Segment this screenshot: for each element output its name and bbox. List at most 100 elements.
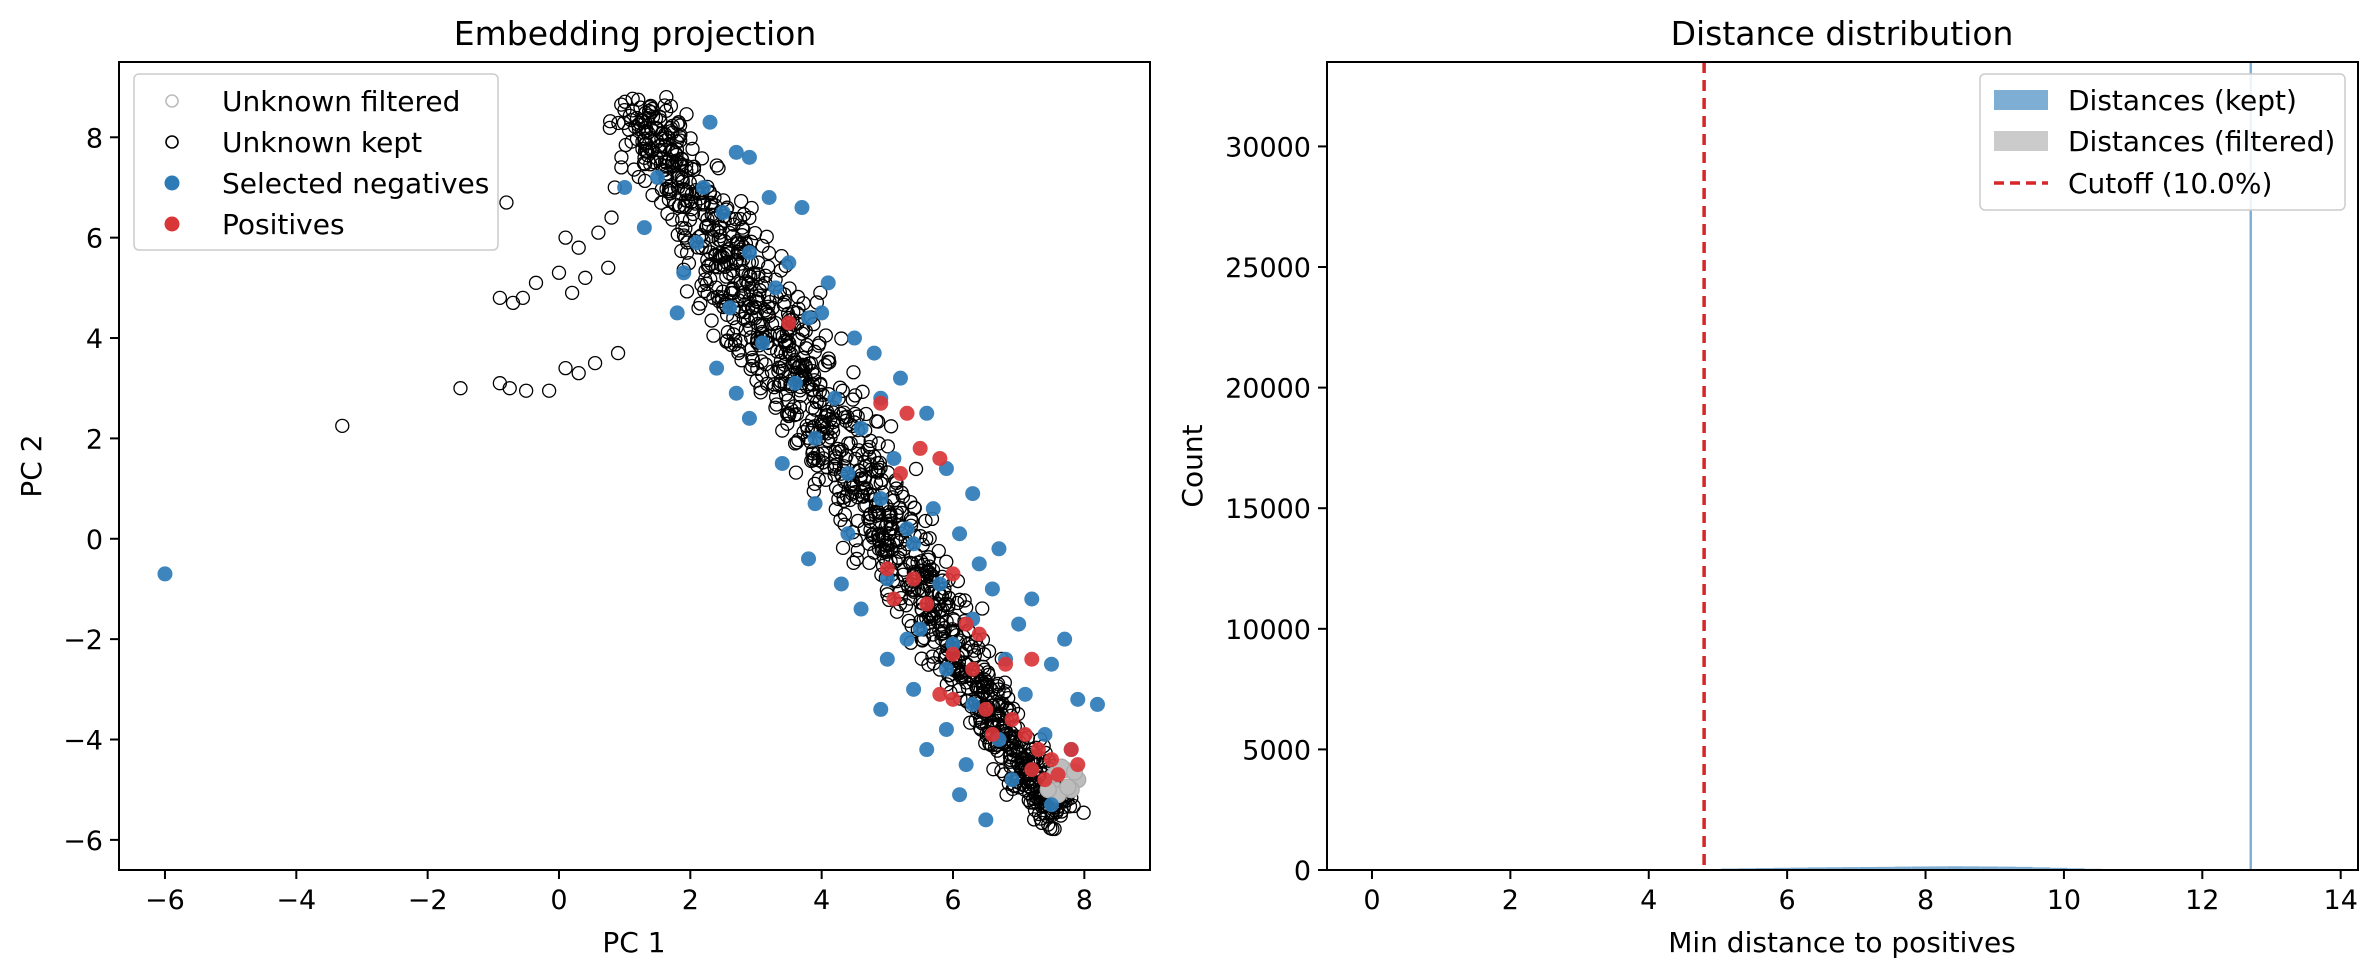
point-positive (1050, 767, 1066, 783)
point-unknown-kept (502, 381, 517, 396)
point-unknown-kept (709, 158, 724, 173)
point-unknown-kept (974, 688, 989, 703)
point-unknown-kept (515, 290, 531, 306)
point-unknown-kept (764, 364, 779, 379)
point-selected-negative (702, 114, 718, 130)
point-unknown-kept (733, 193, 749, 209)
point-positive (978, 701, 994, 717)
point-unknown-kept (924, 611, 939, 626)
legend-label-unknown-kept: Unknown kept (222, 126, 422, 159)
point-unknown-kept (623, 112, 639, 128)
axis-ticks: −6 −4 −2 0 2 4 6 8 −6 −4 −2 0 2 4 6 8 (63, 123, 1093, 916)
point-unknown-kept (1003, 741, 1019, 756)
point-unknown-kept (807, 476, 823, 492)
point-unknown-kept (617, 94, 633, 109)
point-unknown-kept (813, 285, 828, 300)
histogram-bar (1963, 866, 1981, 870)
point-selected-negative (899, 521, 915, 537)
point-positive (945, 566, 961, 582)
point-unknown-kept (770, 344, 785, 359)
point-positive (932, 450, 948, 466)
legend-label-filtered: Distances (filtered) (2068, 125, 2335, 158)
point-selected-negative (761, 190, 777, 206)
point-unknown-kept (918, 513, 933, 529)
point-unknown-kept (693, 296, 708, 311)
point-unknown-kept (1002, 749, 1018, 765)
point-unknown-kept (922, 531, 937, 546)
point-unknown-kept (833, 512, 848, 528)
point-unknown-kept (676, 228, 692, 243)
point-unknown-kept (614, 160, 629, 175)
point-unknown-kept (749, 373, 764, 388)
series-selected-negatives (157, 114, 1105, 828)
point-unknown-kept (717, 259, 733, 275)
point-unknown-kept (818, 328, 833, 343)
point-unknown-kept (665, 212, 680, 227)
y-tick-label: 4 (86, 324, 103, 355)
point-unknown-kept (765, 300, 780, 316)
point-selected-negative (906, 536, 922, 552)
point-selected-negative (1037, 726, 1053, 742)
point-unknown-kept (771, 360, 787, 375)
point-unknown-kept (849, 551, 864, 567)
point-unknown-kept (851, 443, 866, 458)
point-unknown-kept (827, 459, 842, 474)
point-selected-negative (873, 491, 889, 507)
point-unknown-kept (842, 492, 858, 508)
y-tick-label: 0 (1294, 856, 1311, 887)
point-selected-negative (741, 149, 757, 165)
point-unknown-filtered (1059, 778, 1077, 796)
point-unknown-kept (976, 647, 992, 662)
point-unknown-kept (760, 259, 776, 275)
point-unknown-kept (720, 325, 736, 340)
y-axis-label: Count (1176, 424, 1209, 507)
histogram-bar (1859, 866, 1878, 870)
point-selected-negative (1011, 616, 1027, 632)
point-unknown-kept (798, 360, 814, 375)
x-tick-label: 8 (1917, 885, 1934, 916)
point-unknown-kept (679, 284, 695, 299)
point-unknown-kept (890, 550, 906, 565)
point-positive (919, 596, 935, 612)
point-selected-negative (715, 205, 731, 221)
series-positives (781, 315, 1086, 788)
legend-label-positives: Positives (222, 208, 345, 241)
y-tick-label: 2 (86, 424, 103, 455)
point-unknown-kept (858, 406, 874, 422)
point-unknown-kept (578, 270, 593, 285)
point-unknown-kept (801, 356, 817, 371)
point-positive (879, 561, 895, 577)
point-unknown-kept (541, 383, 557, 398)
point-unknown-kept (889, 604, 905, 619)
point-selected-negative (709, 360, 725, 376)
histogram-bar (1946, 866, 1964, 870)
legend-marker-unknown-kept (165, 135, 179, 149)
point-unknown-kept (743, 361, 758, 377)
point-unknown-kept (792, 399, 808, 415)
point-selected-negative (912, 621, 928, 637)
point-unknown-kept (663, 98, 679, 114)
point-unknown-kept (591, 225, 606, 240)
point-unknown-kept (901, 613, 916, 628)
histogram-bar (2032, 867, 2051, 870)
point-selected-negative (636, 220, 652, 236)
point-unknown-kept (602, 120, 618, 136)
point-unknown-kept (961, 637, 976, 652)
point-unknown-kept (931, 543, 946, 559)
point-unknown-kept (857, 521, 872, 537)
point-unknown-kept (558, 360, 573, 376)
legend-label-kept: Distances (kept) (2068, 84, 2297, 117)
point-selected-negative (649, 169, 665, 185)
point-unknown-kept (870, 414, 886, 429)
point-unknown-kept (773, 344, 789, 360)
point-unknown-kept (845, 392, 860, 407)
point-selected-negative (807, 496, 823, 512)
point-unknown-kept (806, 450, 821, 466)
point-unknown-kept (829, 451, 844, 466)
point-selected-negative (781, 255, 797, 271)
point-selected-negative (965, 696, 981, 712)
x-axis-label: PC 1 (602, 926, 665, 959)
point-unknown-kept (896, 562, 912, 577)
point-selected-negative (741, 410, 757, 426)
